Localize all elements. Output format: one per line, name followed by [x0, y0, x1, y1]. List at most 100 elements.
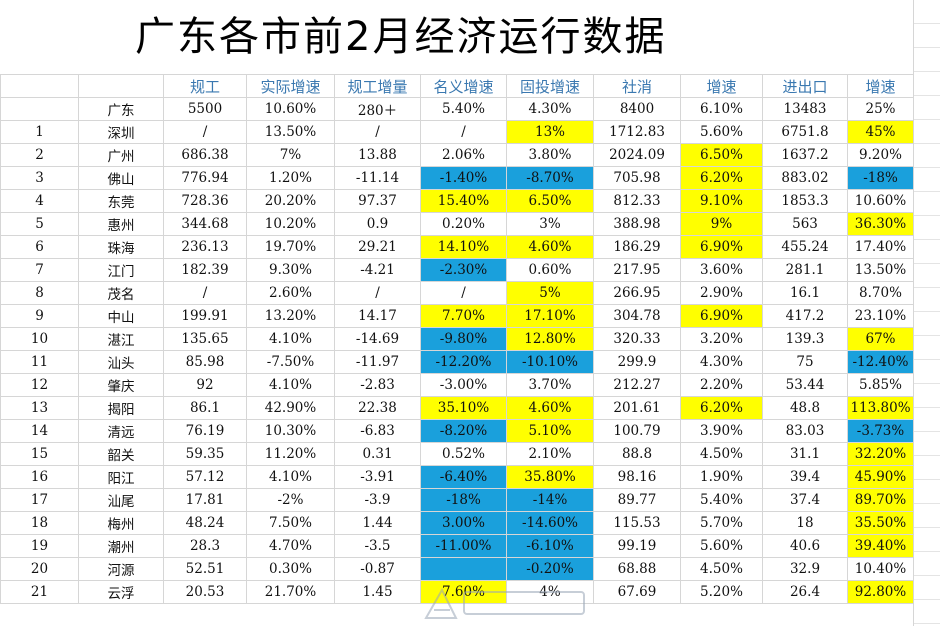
data-cell[interactable]: -11.97 — [334, 350, 421, 374]
city-name[interactable]: 韶关 — [78, 442, 164, 466]
data-cell[interactable]: 39.40% — [847, 534, 914, 558]
data-cell[interactable]: 4.10% — [246, 373, 335, 397]
index-cell[interactable] — [0, 97, 79, 121]
row-index[interactable]: 8 — [0, 281, 79, 305]
data-cell[interactable]: 67% — [847, 327, 914, 351]
header-cell[interactable]: 规工 — [163, 74, 247, 98]
data-cell[interactable]: 10.60% — [246, 97, 335, 121]
data-cell[interactable]: 76.19 — [163, 419, 247, 443]
header-cell[interactable]: 固投增速 — [506, 74, 594, 98]
data-cell[interactable]: 10.30% — [246, 419, 335, 443]
data-cell[interactable]: 5.20% — [680, 580, 763, 604]
data-cell[interactable]: 9.30% — [246, 258, 335, 282]
data-cell[interactable]: 5.40% — [680, 488, 763, 512]
data-cell[interactable]: 45.90% — [847, 465, 914, 489]
city-name[interactable]: 云浮 — [78, 580, 164, 604]
data-cell[interactable]: -18% — [420, 488, 507, 512]
data-cell[interactable]: 57.12 — [163, 465, 247, 489]
data-cell[interactable]: 9.20% — [847, 143, 914, 167]
data-cell[interactable]: -14.60% — [506, 511, 594, 535]
empty-cell[interactable] — [914, 144, 940, 168]
data-cell[interactable]: 14.17 — [334, 304, 421, 328]
data-cell[interactable]: 388.98 — [593, 212, 681, 236]
data-cell[interactable]: 37.4 — [762, 488, 848, 512]
data-cell[interactable]: 52.51 — [163, 557, 247, 581]
data-cell[interactable]: -10.10% — [506, 350, 594, 374]
city-name[interactable]: 梅州 — [78, 511, 164, 535]
city-name[interactable]: 揭阳 — [78, 396, 164, 420]
data-cell[interactable]: -11.00% — [420, 534, 507, 558]
data-cell[interactable]: 1.45 — [334, 580, 421, 604]
data-cell[interactable]: -3.5 — [334, 534, 421, 558]
data-cell[interactable]: 28.3 — [163, 534, 247, 558]
data-cell[interactable]: 25% — [847, 97, 914, 121]
data-cell[interactable]: / — [163, 120, 247, 144]
data-cell[interactable]: 7.70% — [420, 304, 507, 328]
data-cell[interactable]: 23.10% — [847, 304, 914, 328]
data-cell[interactable]: 31.1 — [762, 442, 848, 466]
empty-cell[interactable] — [914, 192, 940, 216]
data-cell[interactable]: 812.33 — [593, 189, 681, 213]
row-index[interactable]: 14 — [0, 419, 79, 443]
data-cell[interactable]: 883.02 — [762, 166, 848, 190]
data-cell[interactable]: 2024.09 — [593, 143, 681, 167]
data-cell[interactable]: 7% — [246, 143, 335, 167]
data-cell[interactable]: 17.10% — [506, 304, 594, 328]
data-cell[interactable]: 4.10% — [246, 465, 335, 489]
data-cell[interactable]: 4% — [506, 580, 594, 604]
data-cell[interactable]: 92.80% — [847, 580, 914, 604]
data-cell[interactable]: 13.20% — [246, 304, 335, 328]
row-index[interactable]: 20 — [0, 557, 79, 581]
data-cell[interactable]: -3.91 — [334, 465, 421, 489]
data-cell[interactable]: 281.1 — [762, 258, 848, 282]
row-index[interactable]: 9 — [0, 304, 79, 328]
data-cell[interactable]: 320.33 — [593, 327, 681, 351]
row-index[interactable]: 5 — [0, 212, 79, 236]
data-cell[interactable]: 88.8 — [593, 442, 681, 466]
data-cell[interactable]: -6.40% — [420, 465, 507, 489]
empty-cell[interactable] — [914, 264, 940, 288]
data-cell[interactable]: 13.50% — [847, 258, 914, 282]
header-cell[interactable] — [0, 74, 79, 98]
data-cell[interactable]: 19.70% — [246, 235, 335, 259]
row-index[interactable]: 12 — [0, 373, 79, 397]
row-index[interactable]: 3 — [0, 166, 79, 190]
data-cell[interactable]: -12.20% — [420, 350, 507, 374]
data-cell[interactable]: / — [420, 120, 507, 144]
data-cell[interactable]: 455.24 — [762, 235, 848, 259]
data-cell[interactable]: 13% — [506, 120, 594, 144]
row-index[interactable]: 21 — [0, 580, 79, 604]
city-name[interactable]: 佛山 — [78, 166, 164, 190]
header-cell[interactable] — [78, 74, 164, 98]
data-cell[interactable]: -11.14 — [334, 166, 421, 190]
data-cell[interactable]: 6.90% — [680, 235, 763, 259]
data-cell[interactable]: 5.85% — [847, 373, 914, 397]
data-cell[interactable]: 139.3 — [762, 327, 848, 351]
data-cell[interactable]: 5.40% — [420, 97, 507, 121]
data-cell[interactable]: 299.9 — [593, 350, 681, 374]
data-cell[interactable]: -8.20% — [420, 419, 507, 443]
data-cell[interactable]: 40.6 — [762, 534, 848, 558]
data-cell[interactable]: 212.27 — [593, 373, 681, 397]
data-cell[interactable]: 1712.83 — [593, 120, 681, 144]
header-cell[interactable]: 社消 — [593, 74, 681, 98]
data-cell[interactable]: 1.44 — [334, 511, 421, 535]
data-cell[interactable]: 98.16 — [593, 465, 681, 489]
data-cell[interactable]: 21.70% — [246, 580, 335, 604]
city-name[interactable]: 珠海 — [78, 235, 164, 259]
city-name[interactable]: 广州 — [78, 143, 164, 167]
row-index[interactable]: 16 — [0, 465, 79, 489]
row-index[interactable]: 19 — [0, 534, 79, 558]
data-cell[interactable]: -9.80% — [420, 327, 507, 351]
data-cell[interactable]: 13.88 — [334, 143, 421, 167]
empty-cell[interactable] — [914, 408, 940, 432]
empty-cell[interactable] — [914, 288, 940, 312]
data-cell[interactable]: 0.9 — [334, 212, 421, 236]
data-cell[interactable]: 182.39 — [163, 258, 247, 282]
data-cell[interactable]: 0.60% — [506, 258, 594, 282]
data-cell[interactable]: 67.69 — [593, 580, 681, 604]
data-cell[interactable]: 48.24 — [163, 511, 247, 535]
data-cell[interactable]: 2.10% — [506, 442, 594, 466]
data-cell[interactable]: 13483 — [762, 97, 848, 121]
data-cell[interactable]: 32.20% — [847, 442, 914, 466]
